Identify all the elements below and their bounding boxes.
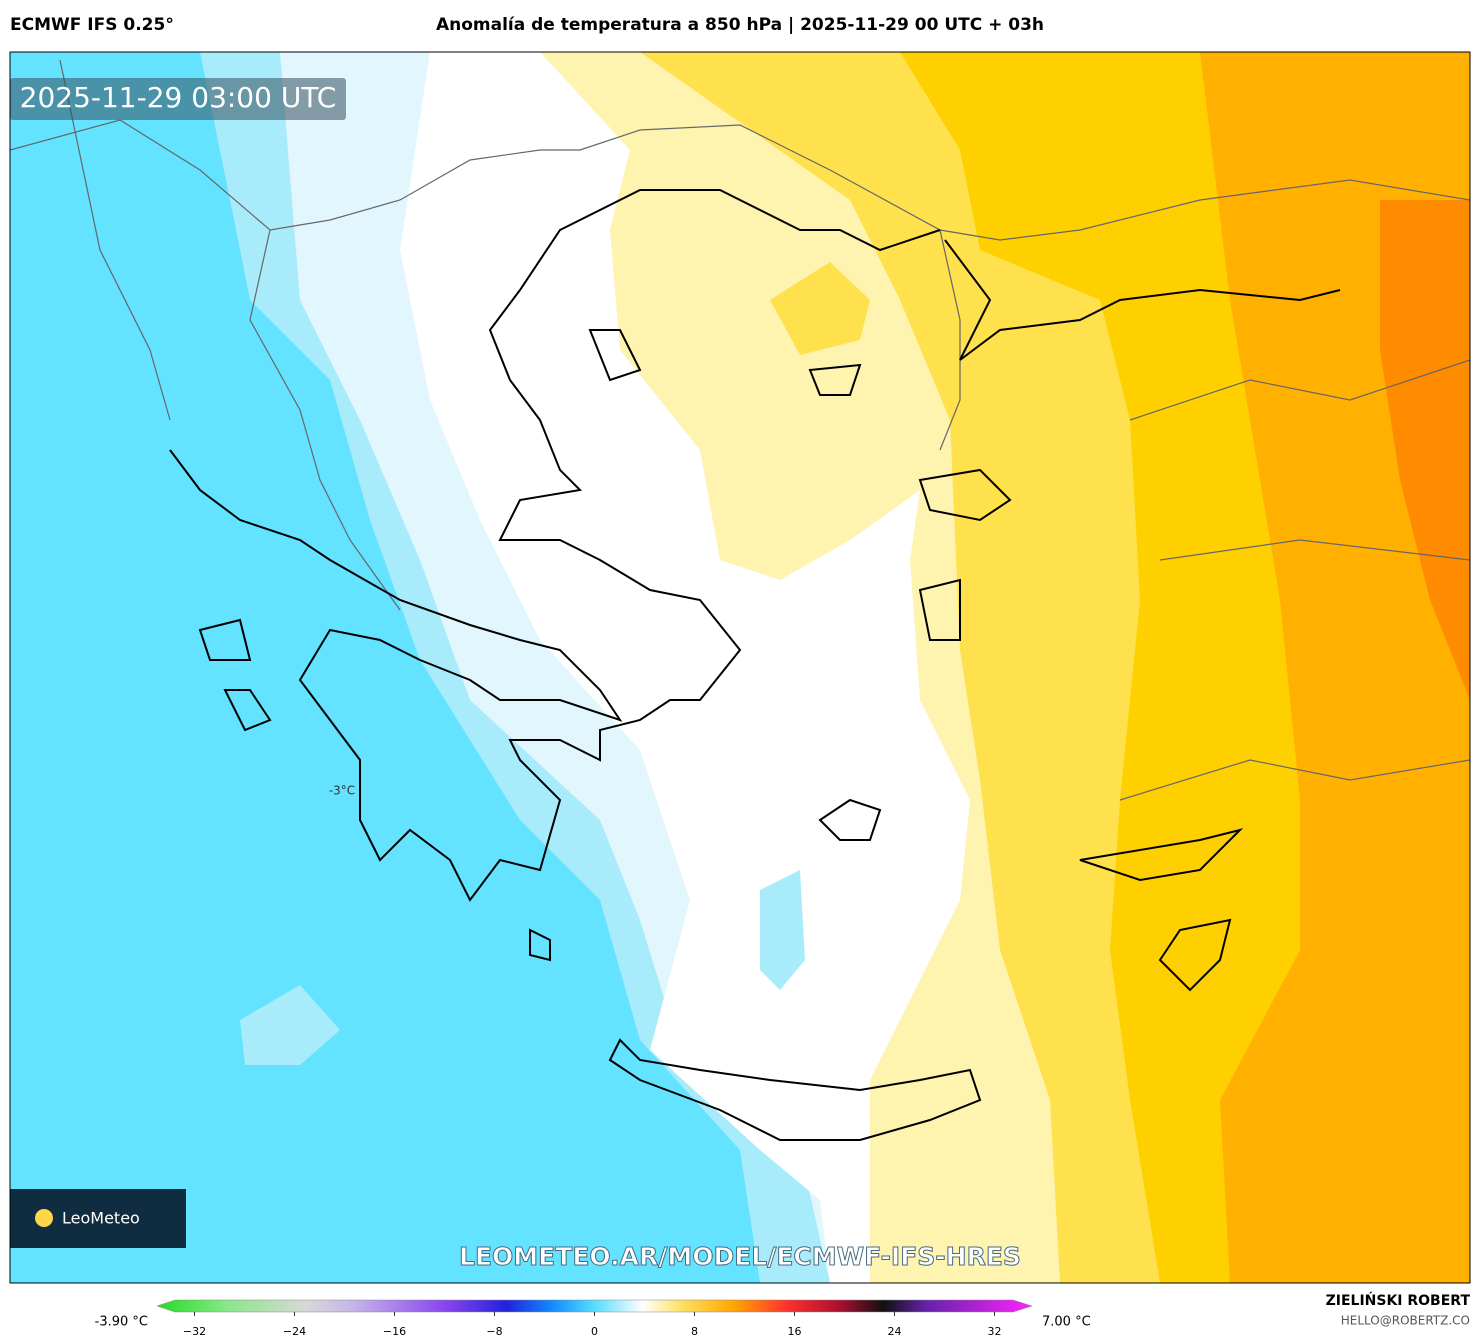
field-band — [1380, 200, 1470, 700]
field-band — [240, 985, 340, 1065]
colorbar-tick-label: 32 — [988, 1325, 1002, 1338]
logo-sun — [35, 1209, 53, 1227]
colorbar-tick-label: 16 — [788, 1325, 802, 1338]
colorbar-tick-label: 0 — [591, 1325, 598, 1338]
watermark: LEOMETEO.AR/MODEL/ECMWF-IFS-HRES — [459, 1242, 1021, 1271]
author: ZIELIŃSKI ROBERT — [1326, 1291, 1471, 1309]
timestamp-box — [10, 78, 346, 120]
map-frame — [9, 51, 1471, 1284]
logo-text: LeoMeteo — [62, 1209, 140, 1228]
colorbar-tick-label: −32 — [183, 1325, 206, 1338]
timestamp: 2025-11-29 03:00 UTC — [20, 81, 337, 114]
colorbar — [156, 1299, 1033, 1313]
contour-label: -3°C — [329, 784, 355, 798]
colorbar-tick-label: 8 — [691, 1325, 698, 1338]
colorbar-tick-label: −8 — [486, 1325, 502, 1338]
field-band — [770, 262, 870, 355]
map-area: -3°C 2025-11-29 03:00 UTC LeoMeteo LEOME… — [10, 52, 1470, 1283]
colorbar-tick-label: −16 — [383, 1325, 406, 1338]
coastline — [169, 189, 1341, 1141]
model-name: ECMWF IFS 0.25° — [10, 15, 174, 35]
colorbar-min: -3.90 °C — [95, 1315, 148, 1330]
map-title: Anomalía de temperatura a 850 hPa | 2025… — [436, 15, 1044, 35]
email: HELLO@ROBERTZ.CO — [1341, 1314, 1470, 1328]
colorbar-max: 7.00 °C — [1042, 1315, 1091, 1330]
colorbar-tick-label: 24 — [888, 1325, 902, 1338]
colorbar-tick-label: −24 — [283, 1325, 306, 1338]
field-band — [760, 870, 805, 990]
